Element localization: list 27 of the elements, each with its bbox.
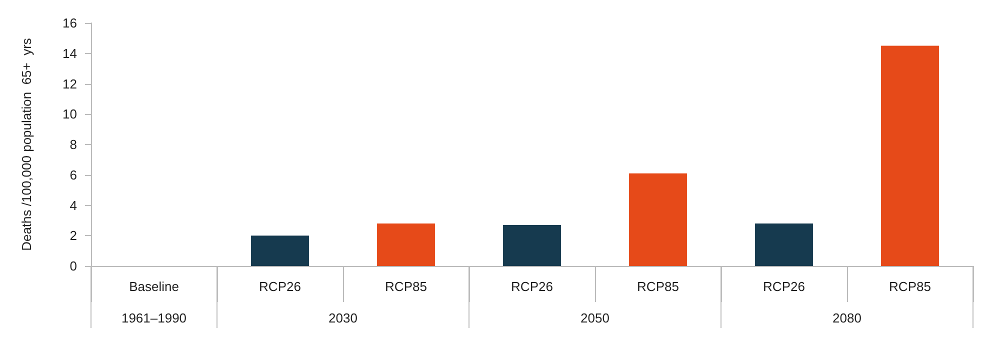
text: 1961–1990 (121, 310, 187, 326)
y-tick-label: 16 (62, 16, 77, 30)
y-tick-label: 14 (62, 46, 77, 61)
bar (377, 223, 435, 266)
y-tick-label: 0 (70, 258, 77, 274)
x-tick-label: RCP26 (259, 279, 301, 294)
x-tick-label: RCP26 (763, 279, 805, 294)
x-tick-label: RCP85 (637, 279, 679, 294)
bar (755, 223, 813, 266)
text: 2050 (580, 310, 610, 326)
y-tick-label: 8 (70, 137, 77, 152)
x-tick-label: RCP85 (889, 279, 931, 294)
y-tick-label: 10 (62, 106, 77, 122)
text: 2030 (328, 310, 358, 326)
bar (503, 224, 561, 266)
bar (629, 173, 687, 266)
y-tick-label: 4 (70, 198, 77, 213)
x-tick-label: Baseline (129, 279, 179, 294)
x-tick-label: RCP85 (385, 279, 427, 294)
y-tick-label: 2 (70, 228, 77, 244)
text: 2080 (832, 310, 862, 326)
bar (881, 46, 939, 266)
y-axis-title: Deaths /100,000 population 65+ yrs (19, 38, 34, 251)
x-tick-label: RCP26 (511, 279, 553, 294)
y-tick-label: 6 (70, 167, 77, 182)
bar (251, 236, 309, 266)
y-tick-label: 12 (62, 76, 77, 92)
